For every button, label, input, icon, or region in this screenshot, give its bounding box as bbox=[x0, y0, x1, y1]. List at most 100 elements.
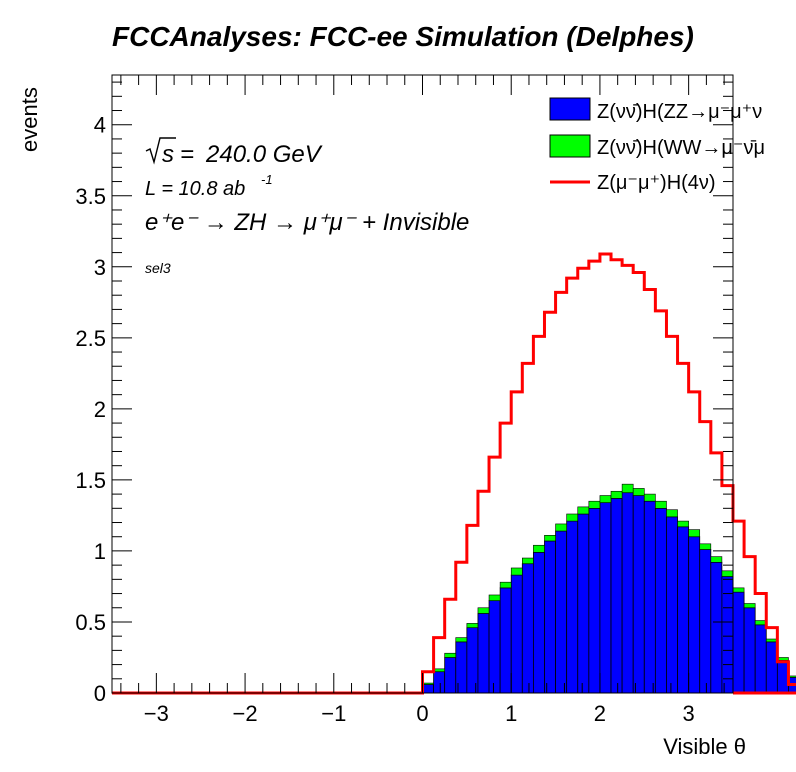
legend-label-4nu: Z(μ⁻μ⁺)H(4ν) bbox=[597, 172, 716, 194]
lumi-exponent: -1 bbox=[261, 172, 273, 187]
legend-swatch-ww bbox=[549, 134, 591, 158]
axis-ticks bbox=[112, 75, 733, 694]
x-tick-label: 0 bbox=[416, 701, 428, 726]
y-tick-label: 2 bbox=[94, 397, 106, 422]
bar-zz-bin-30 bbox=[754, 624, 767, 694]
bar-zz-bin-19 bbox=[632, 495, 645, 694]
bar-ww-bin-20 bbox=[643, 493, 656, 502]
x-tick-label: 2 bbox=[594, 701, 606, 726]
bar-zz-bin-0 bbox=[422, 684, 434, 694]
bar-zz-bin-17 bbox=[610, 497, 623, 694]
bar-ww-bin-21 bbox=[655, 500, 667, 509]
legend-label-zz: Z(νν̄)H(ZZ→μ⁻μ⁺ν bbox=[597, 101, 762, 123]
bar-ww-bin-28 bbox=[732, 587, 745, 593]
sqrt-s-value: 240.0 GeV bbox=[205, 141, 323, 168]
bar-zz-bin-13 bbox=[566, 520, 579, 694]
bar-ww-bin-9 bbox=[522, 557, 534, 565]
bar-ww-bin-10 bbox=[533, 544, 545, 553]
svg-text:=: = bbox=[180, 141, 194, 168]
bar-ww-bin-19 bbox=[632, 488, 645, 496]
y-tick-label: 4 bbox=[94, 113, 106, 138]
bar-zz-bin-5 bbox=[477, 613, 490, 694]
bar-ww-bin-18 bbox=[621, 483, 634, 493]
bar-ww-bin-6 bbox=[488, 594, 501, 601]
stacked-fills bbox=[422, 483, 796, 694]
y-tick-label: 3 bbox=[94, 255, 106, 280]
bar-zz-bin-22 bbox=[666, 516, 678, 694]
annotation-selection: sel3 bbox=[145, 260, 171, 276]
bar-zz-bin-9 bbox=[521, 563, 534, 694]
bar-ww-bin-2 bbox=[444, 652, 457, 658]
legend: Z(νν̄)H(ZZ→μ⁻μ⁺ν Z(νν̄)H(WW→μ⁻ν̄μ Z(μ⁻μ⁺… bbox=[549, 97, 765, 194]
annotation-process: e⁺e⁻ → ZH → μ⁺μ⁻ + Invisible bbox=[145, 209, 469, 236]
legend-swatch-zz bbox=[549, 97, 591, 121]
bar-ww-bin-24 bbox=[688, 529, 701, 538]
bar-zz-bin-7 bbox=[499, 587, 512, 694]
bar-zz-bin-16 bbox=[599, 502, 612, 694]
bar-zz-bin-11 bbox=[544, 540, 556, 694]
svg-text:s: s bbox=[162, 141, 174, 168]
line-series bbox=[112, 252, 796, 695]
bar-ww-bin-13 bbox=[566, 513, 579, 522]
x-tick-label: 1 bbox=[505, 701, 517, 726]
bar-zz-bin-3 bbox=[455, 641, 468, 694]
annotation-luminosity: L = 10.8 ab -1 bbox=[145, 172, 273, 200]
bar-ww-bin-17 bbox=[610, 490, 623, 499]
bar-ww-bin-32 bbox=[777, 657, 789, 661]
bar-ww-bin-3 bbox=[455, 637, 468, 643]
x-tick-label: 3 bbox=[683, 701, 695, 726]
bar-zz-bin-12 bbox=[555, 530, 568, 694]
y-tick-label: 3.5 bbox=[75, 184, 106, 209]
bar-zz-bin-21 bbox=[654, 507, 667, 694]
bar-zz-bin-8 bbox=[510, 574, 523, 694]
axis-tick-labels: −3 −2 −1 0 1 2 3 0 0.5 1 1.5 2 2.5 3 3.5 4 bbox=[75, 113, 694, 726]
y-tick-label: 1.5 bbox=[75, 468, 106, 493]
bar-ww-bin-30 bbox=[754, 620, 767, 626]
bar-zz-bin-20 bbox=[643, 500, 656, 694]
bar-zz-bin-15 bbox=[588, 507, 601, 694]
bar-ww-bin-4 bbox=[466, 623, 479, 628]
bar-zz-bin-28 bbox=[732, 591, 745, 694]
bar-zz-bin-2 bbox=[444, 657, 457, 694]
bar-zz-bin-6 bbox=[488, 600, 501, 694]
bar-zz-bin-23 bbox=[677, 526, 690, 694]
bar-ww-bin-25 bbox=[699, 543, 712, 550]
y-axis-label: events bbox=[17, 87, 42, 152]
bar-ww-bin-16 bbox=[599, 495, 612, 503]
bar-zz-bin-10 bbox=[532, 551, 545, 694]
bar-zz-bin-25 bbox=[699, 549, 712, 694]
bar-zz-bin-24 bbox=[688, 536, 701, 694]
bar-ww-bin-5 bbox=[477, 607, 490, 614]
bar-ww-bin-27 bbox=[721, 570, 734, 577]
bar-ww-bin-1 bbox=[433, 668, 445, 672]
y-tick-label: 0.5 bbox=[75, 610, 106, 635]
bar-ww-bin-0 bbox=[422, 682, 434, 685]
bar-zz-bin-26 bbox=[710, 561, 723, 694]
chart-title: FCCAnalyses: FCC-ee Simulation (Delphes) bbox=[112, 21, 694, 52]
bar-ww-bin-22 bbox=[666, 509, 678, 518]
bar-zz-bin-29 bbox=[743, 607, 756, 694]
bar-zz-bin-18 bbox=[621, 492, 634, 694]
lumi-text: L = 10.8 ab bbox=[145, 178, 245, 200]
bar-ww-bin-7 bbox=[499, 581, 512, 589]
bar-zz-bin-14 bbox=[577, 513, 590, 694]
x-tick-label: −1 bbox=[321, 701, 346, 726]
bar-ww-bin-23 bbox=[677, 520, 689, 528]
bar-ww-bin-11 bbox=[544, 535, 556, 542]
bar-ww-bin-12 bbox=[555, 523, 567, 532]
bar-ww-bin-15 bbox=[588, 500, 601, 509]
y-tick-label: 0 bbox=[94, 681, 106, 706]
bar-zz-bin-1 bbox=[433, 671, 446, 694]
bar-zz-bin-4 bbox=[466, 627, 479, 694]
y-tick-label: 1 bbox=[94, 539, 106, 564]
y-tick-label: 2.5 bbox=[75, 326, 106, 351]
legend-label-ww: Z(νν̄)H(WW→μ⁻ν̄μ bbox=[597, 137, 765, 159]
bar-ww-bin-26 bbox=[710, 556, 723, 563]
x-axis-label: Visible θ bbox=[663, 734, 746, 759]
annotation-sqrt-s: s = 240.0 GeV bbox=[145, 137, 323, 168]
bar-ww-bin-29 bbox=[743, 603, 756, 609]
bar-zz-bin-31 bbox=[765, 641, 778, 694]
bar-ww-bin-8 bbox=[510, 567, 523, 576]
line-4nu bbox=[112, 252, 796, 695]
